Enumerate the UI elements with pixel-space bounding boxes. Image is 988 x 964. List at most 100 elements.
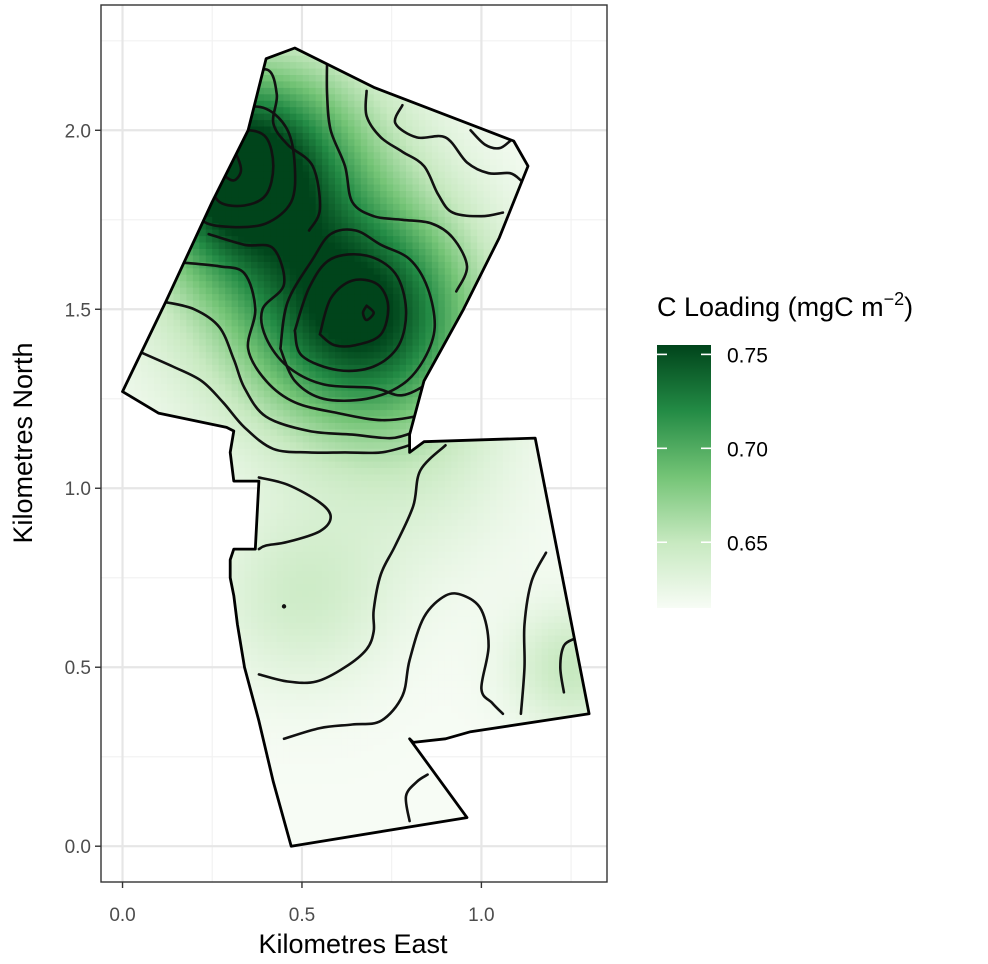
heatmap-cell <box>225 357 233 365</box>
heatmap-cell <box>360 628 368 636</box>
heatmap-cell <box>263 525 271 533</box>
heatmap-cell <box>257 267 265 275</box>
heatmap-cell <box>251 235 259 243</box>
heatmap-cell <box>322 834 330 842</box>
heatmap-cell <box>315 467 323 475</box>
heatmap-cell <box>283 583 291 591</box>
heatmap-cell <box>205 280 213 288</box>
heatmap-cell <box>251 184 259 191</box>
heatmap-cell <box>322 821 330 829</box>
heatmap-cell <box>315 126 323 133</box>
heatmap-cell <box>322 718 330 726</box>
heatmap-cell <box>322 615 330 623</box>
heatmap-cell <box>289 93 297 101</box>
heatmap-cell <box>289 544 297 552</box>
heatmap-cell <box>180 325 188 333</box>
heatmap-cell <box>173 319 181 327</box>
heatmap-cell <box>244 415 252 423</box>
heatmap-cell <box>328 196 336 204</box>
heatmap-cell <box>141 364 149 372</box>
heatmap-cell <box>335 364 343 372</box>
heatmap-cell <box>205 306 213 314</box>
heatmap-cell <box>276 435 284 443</box>
heatmap-cell <box>302 660 310 668</box>
heatmap-cell <box>283 222 291 230</box>
heatmap-cell <box>128 390 136 398</box>
heatmap-cell <box>302 725 310 733</box>
heatmap-cell <box>263 370 271 378</box>
heatmap-cell <box>225 216 233 224</box>
heatmap-cell <box>263 564 271 572</box>
heatmap-cell <box>347 100 355 108</box>
heatmap-cell <box>199 287 207 295</box>
heatmap-cell <box>296 705 304 713</box>
heatmap-cell <box>257 693 265 700</box>
heatmap-cell <box>309 596 317 604</box>
heatmap-cell <box>335 693 343 700</box>
heatmap-cell <box>296 151 304 159</box>
heatmap-cell <box>154 319 162 327</box>
heatmap-cell <box>270 512 278 520</box>
heatmap-cell <box>251 383 259 391</box>
heatmap-cell <box>335 680 343 688</box>
heatmap-cell <box>276 686 284 694</box>
heatmap-cell <box>225 383 233 391</box>
heatmap-cell <box>192 293 200 301</box>
heatmap-cell <box>360 589 368 597</box>
heatmap-cell <box>289 312 297 320</box>
heatmap-cell <box>212 280 220 288</box>
heatmap-cell <box>276 145 284 153</box>
heatmap-cell <box>225 325 233 333</box>
heatmap-cell <box>309 738 317 746</box>
heatmap-cell <box>341 151 349 159</box>
heatmap-cell <box>309 74 317 82</box>
heatmap-cell <box>283 351 291 359</box>
heatmap-cell <box>315 248 323 256</box>
heatmap-cell <box>309 693 317 700</box>
heatmap-cell <box>322 267 330 275</box>
heatmap-cell <box>309 525 317 533</box>
heatmap-cell <box>257 403 265 411</box>
heatmap-cell <box>244 602 252 610</box>
heatmap-cell <box>289 415 297 423</box>
heatmap-cell <box>276 396 284 404</box>
heatmap-cell <box>309 132 317 140</box>
heatmap-cell <box>257 461 265 468</box>
heatmap-cell <box>263 557 271 565</box>
heatmap-cell <box>328 693 336 700</box>
heatmap-cell <box>360 274 368 282</box>
heatmap-cell <box>341 493 349 501</box>
heatmap-cell <box>309 274 317 282</box>
heatmap-cell <box>302 216 310 224</box>
heatmap-cell <box>309 680 317 688</box>
heatmap-cell <box>238 396 246 404</box>
heatmap-cell <box>302 454 310 462</box>
heatmap-cell <box>296 345 304 353</box>
heatmap-cell <box>322 467 330 475</box>
heatmap-cell <box>283 338 291 346</box>
heatmap-cell <box>263 119 271 127</box>
heatmap-cell <box>302 409 310 417</box>
heatmap-cell <box>341 377 349 385</box>
heatmap-cell <box>244 454 252 462</box>
heatmap-cell <box>309 415 317 423</box>
heatmap-cell <box>322 693 330 700</box>
heatmap-cell <box>154 390 162 398</box>
heatmap-cell <box>244 171 252 179</box>
heatmap-cell <box>289 525 297 533</box>
heatmap-cell <box>257 538 265 546</box>
heatmap-cell <box>360 229 368 237</box>
heatmap-cell <box>322 300 330 307</box>
heatmap-cell <box>328 209 336 217</box>
heatmap-cell <box>238 570 246 578</box>
heatmap-cell <box>354 306 362 314</box>
heatmap-cell <box>263 345 271 353</box>
heatmap-cell <box>335 287 343 295</box>
heatmap-cell <box>231 254 239 262</box>
heatmap-cell <box>315 667 323 675</box>
heatmap-cell <box>251 345 259 353</box>
heatmap-cell <box>199 383 207 391</box>
heatmap-cell <box>199 351 207 359</box>
heatmap-cell <box>347 203 355 211</box>
heatmap-cell <box>354 351 362 359</box>
